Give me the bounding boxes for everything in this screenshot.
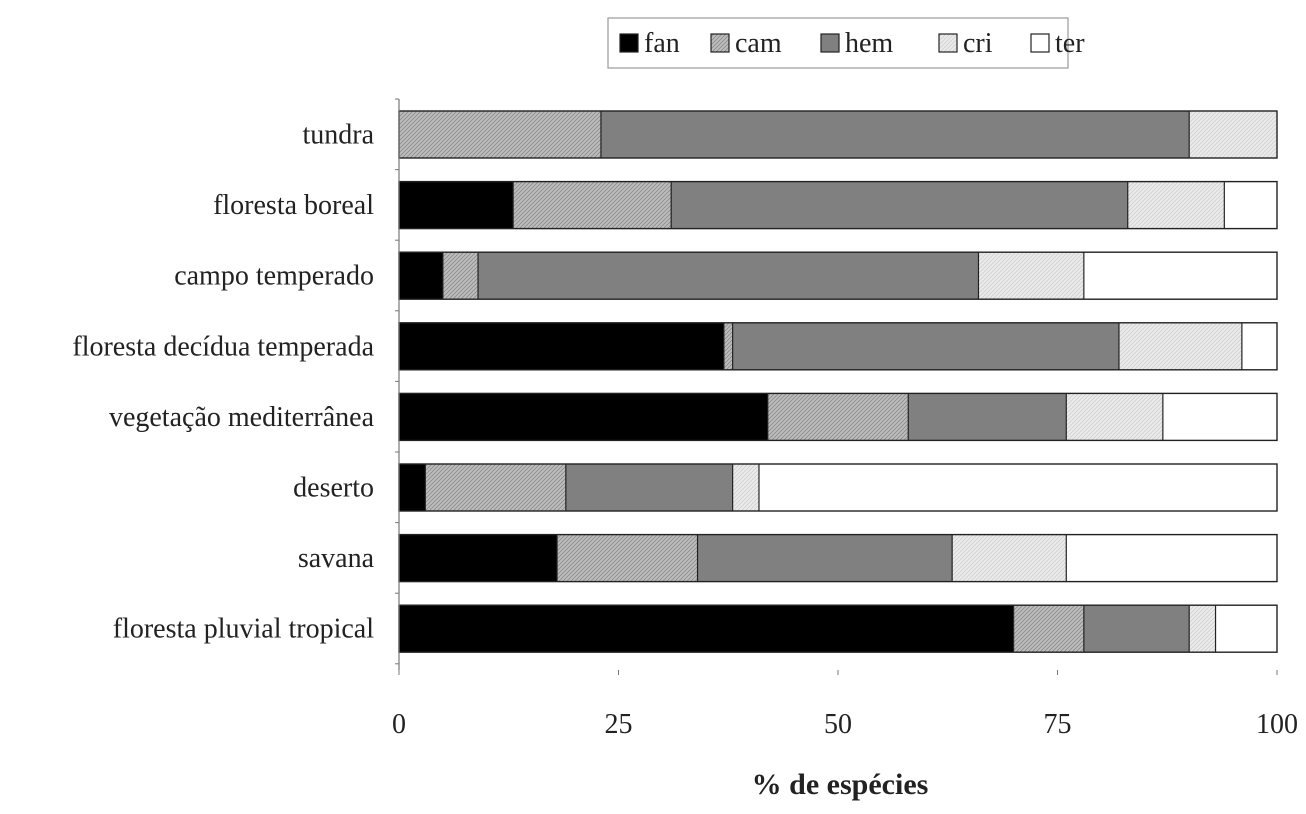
bar-segment-hem: [697, 534, 953, 582]
legend-item-cri: cri: [938, 28, 993, 59]
x-tick-label: 0: [392, 709, 406, 740]
x-tick-label: 25: [605, 709, 633, 740]
bar-segment-cam: [557, 534, 698, 582]
bar-segment-hem: [565, 464, 733, 511]
bar-segment-hem: [908, 393, 1067, 441]
legend-label: cri: [963, 28, 993, 59]
x-tick-label: 100: [1256, 709, 1298, 740]
bar-segment-fan: [399, 534, 558, 582]
bar-row: [398, 322, 1278, 371]
bar-segment-ter: [758, 464, 1277, 511]
bar-segment-ter: [1241, 322, 1277, 370]
legend-label: hem: [845, 28, 893, 59]
legend-label: fan: [644, 28, 680, 59]
legend: fan cam hem cri ter: [607, 17, 1085, 69]
bar-segment-hem: [478, 252, 979, 300]
legend-item-hem: hem: [820, 28, 893, 59]
bar-segment-cri: [1189, 111, 1277, 158]
bar-segment-cam: [442, 252, 479, 300]
category-label: campo temperado: [174, 261, 374, 292]
bar-segment-fan: [399, 252, 443, 300]
bar-segment-fan: [399, 605, 1014, 653]
category-label: floresta boreal: [213, 190, 374, 221]
bar-row: [398, 180, 1278, 230]
labels: tundra floresta boreal campo temperado flor…: [72, 120, 1298, 802]
category-label: floresta pluvial tropical: [113, 614, 374, 645]
category-label: floresta decídua temperada: [72, 331, 374, 362]
bar-segment-cri: [1118, 322, 1242, 370]
bar-segment-hem: [1083, 605, 1190, 653]
legend-item-ter: ter: [1030, 28, 1085, 59]
bar-segment-cri: [978, 252, 1084, 300]
bar-segment-cri: [952, 534, 1067, 582]
bar-segment-cam: [1013, 605, 1084, 653]
category-label: tundra: [302, 120, 374, 151]
bar-segment-ter: [1162, 393, 1277, 441]
legend-label: ter: [1055, 28, 1085, 59]
bar-row: [398, 251, 1278, 300]
legend-swatch: [1030, 33, 1050, 53]
bar-segment-cam: [425, 464, 566, 511]
bar-segment-cam: [513, 181, 672, 229]
bar-segment-cri: [732, 464, 759, 511]
bar-segment-cam: [767, 393, 909, 441]
legend-item-fan: fan: [619, 28, 680, 59]
bar-segment-hem: [600, 111, 1190, 158]
x-tick-label: 50: [824, 709, 852, 740]
bar-row: [398, 110, 1278, 159]
x-axis-title: % de espécies: [752, 768, 929, 801]
bar-segment-ter: [1215, 605, 1277, 653]
bar-row: [398, 533, 1278, 583]
bar-segment-hem: [732, 322, 1119, 370]
bar-segment-cam: [723, 322, 733, 370]
bar-row: [398, 392, 1278, 442]
legend-swatch: [938, 33, 958, 53]
bar-row: [398, 463, 1278, 512]
bar-segment-ter: [1066, 534, 1277, 582]
legend-swatch: [710, 33, 730, 53]
bar-row: [398, 604, 1278, 653]
x-tick-label: 75: [1044, 709, 1072, 740]
bars: [398, 110, 1278, 653]
bar-segment-fan: [399, 322, 724, 370]
bar-segment-fan: [399, 181, 514, 229]
category-label: vegetação mediterrânea: [109, 402, 375, 433]
legend-label: cam: [735, 28, 782, 59]
bar-segment-hem: [671, 181, 1128, 229]
category-label: deserto: [293, 473, 374, 504]
bar-segment-cam: [399, 111, 601, 158]
bar-segment-cri: [1189, 605, 1216, 653]
bar-segment-ter: [1083, 252, 1277, 300]
legend-item-cam: cam: [710, 28, 782, 59]
bar-segment-cri: [1066, 393, 1163, 441]
bar-segment-ter: [1224, 181, 1277, 229]
bar-segment-fan: [399, 464, 426, 511]
bar-segment-cri: [1127, 181, 1225, 229]
category-label: savana: [298, 543, 375, 574]
legend-swatch: [619, 33, 639, 53]
axes: [395, 98, 1278, 675]
bar-segment-fan: [399, 393, 768, 441]
legend-swatch: [820, 33, 840, 53]
